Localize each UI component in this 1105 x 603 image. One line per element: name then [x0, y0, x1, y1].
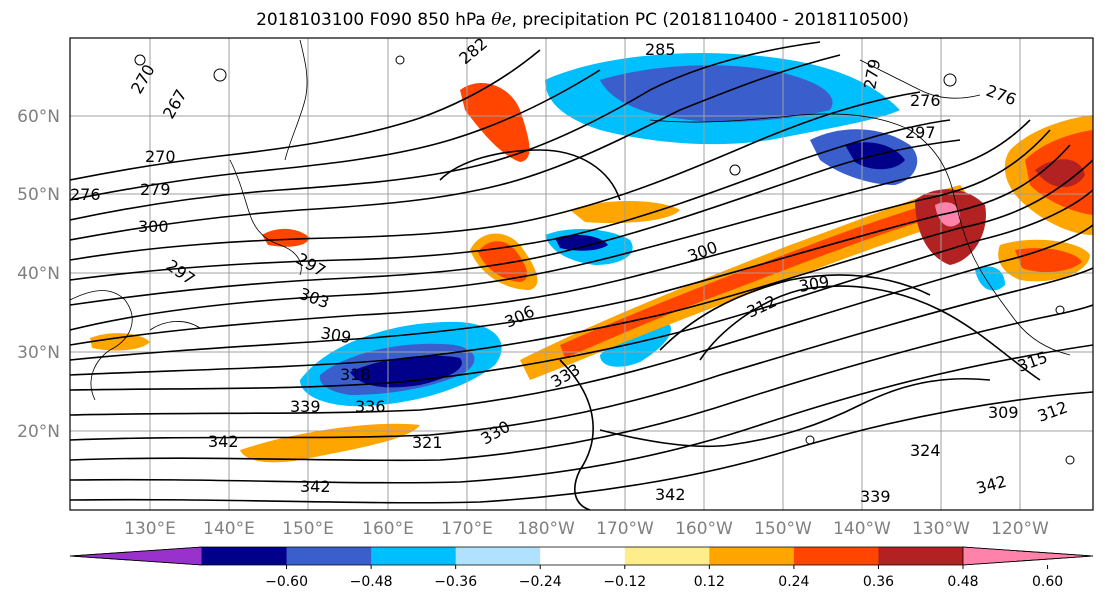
lat-label: 50°N	[17, 185, 60, 205]
title-variable: θe	[491, 10, 512, 30]
precip-neg-region-east	[600, 324, 671, 367]
colorbar-segment	[202, 547, 288, 565]
contour-label: 321	[412, 433, 443, 452]
colorbar-tick-label: 0.48	[947, 574, 978, 590]
contour-label: 318	[340, 365, 371, 384]
colorbar: −0.60 −0.48 −0.36 −0.24 −0.12 0.12 0.24 0.36 0.4…	[69, 546, 1094, 590]
map-title: 2018103100 F090 850 hPa θe, precipitatio…	[0, 10, 1105, 30]
precip-pos-region-mid-core	[478, 241, 528, 282]
lat-label: 20°N	[17, 422, 60, 442]
lon-label: 150°E	[282, 519, 334, 539]
precip-pos-region-gulf-core	[1015, 248, 1082, 273]
map-panel: 282 285 279 276 270 267 270 279 276 300 …	[69, 34, 1094, 511]
colorbar-tick-label: −0.24	[519, 574, 562, 590]
latitude-labels: 60°N 50°N 40°N 30°N 20°N	[17, 107, 60, 442]
colorbar-tick-label: 0.60	[1032, 574, 1063, 590]
map-frame	[69, 37, 1094, 511]
precip-pos-region-north-left	[460, 82, 530, 162]
contour-label: 300	[138, 217, 169, 236]
colorbar-segment	[540, 547, 626, 565]
colorbar-frame	[69, 546, 1094, 566]
lon-label: 140°E	[203, 519, 255, 539]
contour-label: 339	[290, 397, 321, 416]
colorbar-tick-label: 0.24	[778, 574, 809, 590]
contour-label: 342	[655, 485, 686, 504]
lon-label: 180°W	[517, 519, 575, 539]
lat-label: 40°N	[17, 264, 60, 284]
theta-e-contours	[70, 41, 1093, 510]
small-features	[134, 54, 1075, 465]
contour-label: 342	[300, 477, 331, 496]
contour-label: 279	[140, 180, 171, 199]
contour-label: 336	[355, 397, 386, 416]
precip-neg-region-far-east	[975, 266, 1005, 291]
lon-label: 170°E	[441, 519, 493, 539]
contour-label: 276	[70, 185, 101, 204]
longitude-labels: 130°E 140°E 150°E 160°E 170°E 180°W 170°…	[124, 519, 1049, 539]
colorbar-tick-label: 0.36	[863, 574, 894, 590]
precip-pos-region-china	[90, 333, 150, 351]
lat-label: 30°N	[17, 343, 60, 363]
title-prefix: 2018103100 F090 850 hPa	[256, 10, 492, 30]
coastlines	[70, 39, 1071, 401]
colorbar-segment	[709, 547, 795, 565]
colorbar-segment	[286, 547, 372, 565]
colorbar-segment	[455, 547, 541, 565]
lon-label: 130°E	[124, 519, 176, 539]
colorbar-extend-high	[962, 546, 1094, 566]
colorbar-extend-low	[69, 546, 203, 566]
lat-label: 60°N	[17, 107, 60, 127]
colorbar-segment	[371, 547, 457, 565]
precip-neg-region-north-core	[600, 65, 833, 122]
colorbar-segment	[624, 547, 710, 565]
colorbar-tick-label: −0.36	[434, 574, 477, 590]
colorbar-tick-label: −0.12	[603, 574, 646, 590]
precip-neg-region-central-core	[555, 234, 608, 251]
title-suffix: , precipitation PC (2018110400 - 2018110…	[511, 10, 909, 30]
lon-label: 170°W	[596, 519, 654, 539]
precip-pos-region-tropics	[240, 423, 420, 463]
graticule	[70, 38, 1093, 510]
contour-label: 324	[910, 441, 941, 460]
contour-label: 270	[145, 147, 176, 166]
lon-label: 150°W	[754, 519, 812, 539]
contour-label: 342	[208, 432, 239, 451]
lon-label: 130°W	[912, 519, 970, 539]
contour-label: 285	[645, 40, 676, 59]
colorbar-tick-label: 0.12	[694, 574, 725, 590]
lon-label: 160°W	[675, 519, 733, 539]
contour-label: 297	[905, 123, 936, 142]
colorbar-tick-label: −0.60	[265, 574, 308, 590]
contour-label: 339	[860, 487, 891, 506]
colorbar-tick-label: −0.48	[350, 574, 393, 590]
colorbar-segment	[878, 547, 964, 565]
precip-neg-region-west-core	[350, 355, 462, 388]
lon-label: 160°E	[362, 519, 414, 539]
contour-label: 276	[910, 91, 941, 110]
colorbar-segment	[793, 547, 879, 565]
lon-label: 120°W	[991, 519, 1049, 539]
lon-label: 140°W	[833, 519, 891, 539]
contour-label: 309	[988, 403, 1019, 422]
